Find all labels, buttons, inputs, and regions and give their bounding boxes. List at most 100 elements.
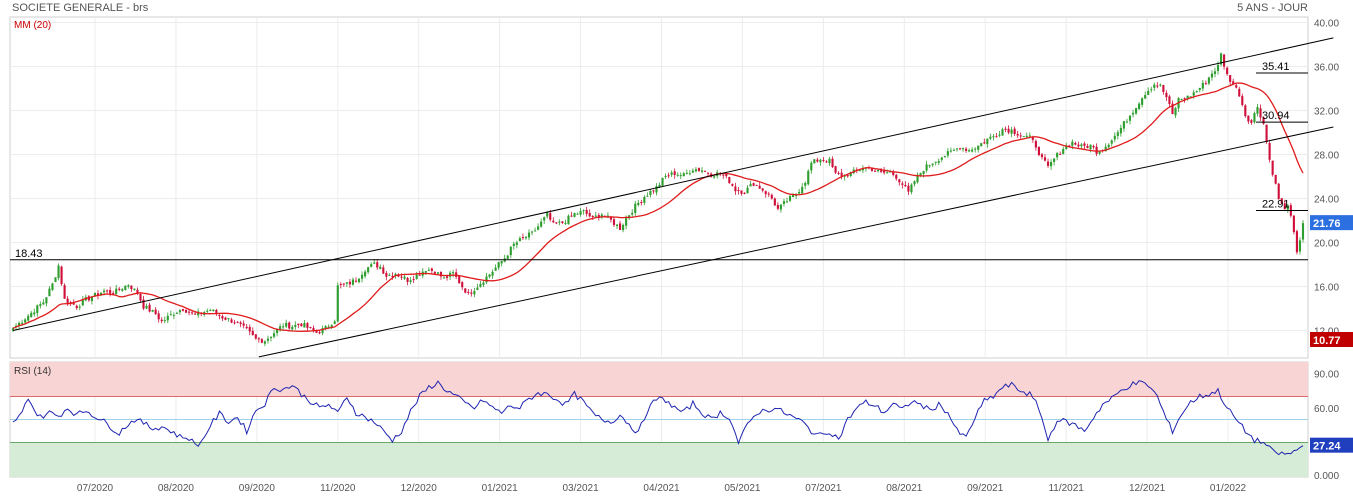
candle-down [221, 316, 224, 319]
candle-up [415, 274, 418, 279]
candle-down [1283, 203, 1286, 210]
candle-up [151, 309, 154, 312]
candle-up [810, 162, 813, 171]
xtick-label: 05/2021 [724, 483, 761, 494]
candle-up [197, 311, 200, 316]
candle-up [303, 323, 306, 328]
candle-up [1219, 53, 1223, 65]
candle-down [458, 275, 461, 284]
candle-up [1098, 151, 1101, 154]
candle-up [634, 203, 637, 213]
candle-down [703, 170, 707, 172]
candle-up [646, 195, 649, 197]
candle-up [937, 161, 940, 163]
candle-down [455, 272, 458, 277]
candle-down [60, 266, 63, 285]
xtick-label: 12/2020 [401, 483, 438, 494]
candle-down [1068, 145, 1071, 147]
rsi-panel: RSI (14) [10, 362, 1308, 477]
candle-down [148, 304, 151, 312]
candle-up [980, 143, 983, 147]
candle-up [819, 159, 822, 163]
candle-up [93, 292, 97, 296]
candle-up [785, 201, 789, 203]
price-panel: 18.43 35.41 30.94 22.91 MM (20) [10, 20, 1334, 358]
candle-up [51, 283, 54, 290]
candle-up [573, 213, 576, 217]
candle-down [233, 322, 236, 324]
candle-down [995, 136, 998, 138]
candle-up [45, 297, 48, 304]
candle-down [552, 220, 555, 223]
candle-up [291, 326, 294, 330]
candle-down [69, 301, 72, 303]
candle-down [257, 338, 260, 340]
candle-up [968, 150, 971, 152]
candle-up [54, 277, 57, 283]
candle-down [1019, 135, 1022, 137]
candle-up [931, 163, 934, 166]
candle-up [858, 170, 861, 172]
candle-up [388, 274, 391, 276]
candle-down [1235, 85, 1238, 88]
candle-down [983, 142, 986, 144]
candle-up [394, 274, 397, 276]
candle-down [106, 290, 109, 292]
candle-up [360, 274, 364, 279]
candle-up [1141, 98, 1144, 105]
candle-up [919, 173, 922, 176]
candle-up [685, 172, 688, 174]
candle-down [1183, 98, 1186, 100]
candle-up [661, 177, 664, 186]
candle-down [1156, 85, 1159, 87]
candle-up [688, 173, 691, 175]
candle-up [713, 176, 716, 178]
candle-up [206, 310, 209, 312]
axes: 40.0036.0032.0028.0024.0020.0016.0012.00… [77, 19, 1353, 494]
candle-up [1286, 205, 1289, 210]
candle-down [834, 166, 837, 173]
candle-up [746, 187, 749, 194]
candle-up [558, 221, 561, 223]
candle-up [804, 182, 807, 186]
candle-up [1050, 161, 1053, 167]
candle-up [227, 318, 230, 320]
candle-down [139, 293, 142, 301]
candle-down [734, 186, 737, 192]
candle-down [66, 298, 69, 304]
candle-up [1062, 148, 1065, 155]
candle-down [722, 174, 725, 176]
candle-up [494, 267, 497, 271]
candle-up [512, 243, 515, 247]
candle-down [731, 184, 734, 186]
candle-up [476, 287, 479, 290]
candle-down [1040, 154, 1044, 158]
candle-up [24, 319, 27, 323]
period-label[interactable]: 5 ANS - JOUR [1237, 2, 1308, 14]
candle-up [506, 255, 509, 259]
candle-down [883, 170, 886, 173]
candle-down [965, 148, 968, 151]
xtick-label: 12/2021 [1129, 483, 1166, 494]
candle-up [509, 246, 512, 256]
candle-up [269, 336, 273, 339]
candle-up [940, 157, 943, 160]
candle-up [1131, 112, 1135, 115]
candle-down [776, 205, 779, 209]
candle-down [1274, 174, 1277, 184]
candle-down [218, 315, 221, 317]
candle-down [300, 323, 303, 327]
candle-up [1128, 115, 1132, 121]
candle-down [570, 215, 573, 217]
candle-down [740, 190, 743, 194]
candle-up [1080, 144, 1083, 147]
candle-up [537, 226, 540, 230]
candle-up [694, 169, 698, 172]
candle-down [1092, 145, 1095, 148]
candle-down [245, 326, 248, 329]
candle-up [886, 172, 889, 174]
candle-up [643, 196, 646, 203]
candle-up [1113, 135, 1116, 140]
candle-down [400, 276, 403, 278]
